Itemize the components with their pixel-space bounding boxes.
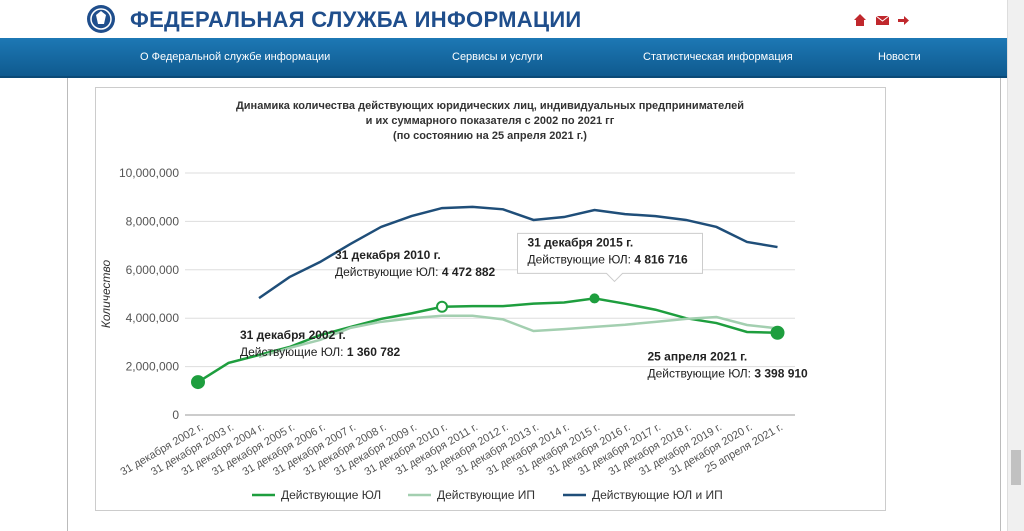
annotation-text: Действующие ЮЛ: 3 398 910: [648, 367, 809, 381]
annotation-label: Действующие ЮЛ:: [528, 252, 632, 266]
data-label: 4 472 882: [442, 265, 496, 279]
annotation-title: 31 декабря 2015 г.: [528, 235, 634, 249]
annotation-text: Действующие ЮЛ: 1 360 782: [240, 345, 401, 359]
data-label: 3 398 910: [754, 367, 808, 381]
nav-item[interactable]: Сервисы и услуги: [452, 51, 543, 63]
series-line: [197, 297, 778, 384]
scrollbar[interactable]: [1007, 0, 1024, 531]
chart: Динамика количества действующих юридичес…: [95, 87, 886, 511]
tooltip-box: [517, 232, 703, 283]
nav-item[interactable]: Статистическая информация: [643, 51, 793, 63]
scroll-thumb[interactable]: [1011, 450, 1021, 485]
data-point: [589, 293, 600, 304]
nav-bar: О Федеральной службе информации Сервисы …: [0, 38, 1007, 78]
y-tick-label: 6,000,000: [126, 263, 180, 277]
header-icons[interactable]: [852, 12, 912, 28]
site-title: ФЕДЕРАЛЬНАЯ СЛУЖБА ИНФОРМАЦИИ: [130, 7, 582, 32]
legend-label[interactable]: Действующие ИП: [437, 488, 535, 502]
data-point: [191, 375, 205, 390]
legend-label[interactable]: Действующие ЮЛ и ИП: [592, 488, 723, 502]
y-tick-label: 2,000,000: [126, 360, 180, 374]
annotation-title: 31 декабря 2010 г.: [335, 248, 441, 262]
data-label: 4 816 716: [634, 252, 688, 266]
annotation-title: 31 декабря 2002 г.: [240, 328, 346, 342]
legend-label[interactable]: Действующие ЮЛ: [281, 488, 381, 502]
data-point: [436, 300, 448, 313]
y-tick-label: 8,000,000: [126, 214, 180, 228]
y-tick-label: 4,000,000: [126, 311, 180, 325]
series-line: [258, 314, 778, 359]
nav-item[interactable]: Новости: [878, 51, 921, 63]
chart-title: и их суммарного показателя с 2002 по 202…: [366, 115, 615, 127]
annotation-text: Действующие ЮЛ: 4 816 716: [528, 252, 689, 266]
nav-item[interactable]: О Федеральной службе информации: [140, 51, 331, 63]
logo: [87, 5, 115, 33]
y-tick-label: 0: [172, 408, 179, 422]
y-tick-label: 10,000,000: [119, 166, 179, 180]
chart-title: Динамика количества действующих юридичес…: [236, 100, 744, 112]
data-label: 1 360 782: [347, 345, 401, 359]
annotation-text: Действующие ЮЛ: 4 472 882: [335, 265, 496, 279]
annotation-label: Действующие ЮЛ:: [335, 265, 439, 279]
annotation-label: Действующие ЮЛ:: [240, 345, 344, 359]
annotation-label: Действующие ЮЛ:: [648, 367, 752, 381]
header: ФЕДЕРАЛЬНАЯ СЛУЖБА ИНФОРМАЦИИ: [0, 0, 1007, 38]
data-point: [770, 325, 785, 340]
y-axis-title: Количество: [99, 260, 113, 329]
chart-title: (по состоянию на 25 апреля 2021 г.): [393, 130, 587, 142]
series-line: [258, 205, 778, 300]
annotation-title: 25 апреля 2021 г.: [648, 350, 748, 364]
